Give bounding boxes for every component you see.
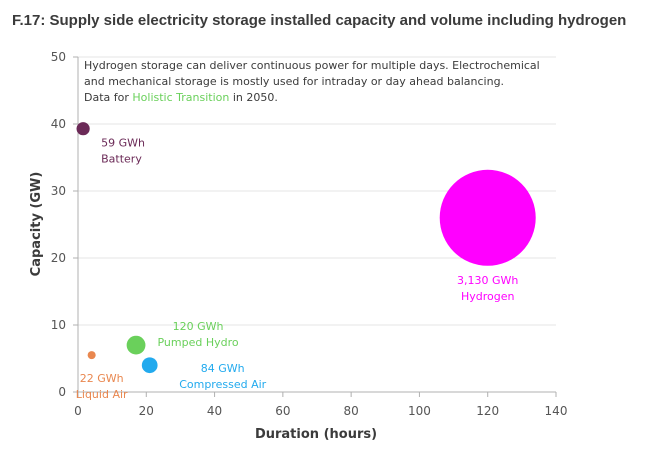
data-label-name-battery: Battery — [101, 153, 142, 166]
x-tick-label-0: 0 — [74, 404, 82, 418]
data-label-name-liquid-air: Liquid Air — [76, 388, 128, 401]
y-axis-label: Capacity (GW) — [29, 172, 44, 277]
annotation-prefix: Data for — [84, 91, 132, 104]
chart-title: F.17: Supply side electricity storage in… — [12, 12, 627, 29]
y-tick-label-10: 10 — [51, 318, 66, 332]
data-label-volume-battery: 59 GWh — [101, 137, 145, 150]
y-tick-label-30: 30 — [51, 184, 66, 198]
y-axis-ticks: 0 10 20 30 40 50 — [51, 50, 78, 399]
data-label-volume-compressed-air: 84 GWh — [201, 362, 245, 375]
annotation-line-2: and mechanical storage is mostly used fo… — [84, 75, 504, 88]
x-tick-label-60: 60 — [275, 404, 290, 418]
bubbles — [76, 122, 536, 374]
x-tick-label-40: 40 — [207, 404, 222, 418]
x-tick-label-100: 100 — [408, 404, 431, 418]
data-label-name-hydrogen: Hydrogen — [461, 290, 515, 303]
bubble-battery[interactable] — [76, 122, 90, 136]
x-tick-label-20: 20 — [139, 404, 154, 418]
annotation-suffix: in 2050. — [229, 91, 278, 104]
x-axis-ticks: 0 20 40 60 80 100 120 140 — [74, 392, 567, 418]
bubble-compressed-air[interactable] — [141, 357, 158, 374]
data-label-volume-hydrogen: 3,130 GWh — [457, 274, 518, 287]
data-label-volume-liquid-air: 22 GWh — [80, 372, 124, 385]
x-axis-label: Duration (hours) — [255, 427, 377, 442]
y-tick-label-50: 50 — [51, 50, 66, 64]
bubble-liquid-air[interactable] — [87, 351, 96, 360]
x-tick-label-120: 120 — [476, 404, 499, 418]
bubble-pumped-hydro[interactable] — [126, 335, 146, 355]
annotation-scenario-link: Holistic Transition — [132, 91, 229, 104]
x-tick-label-140: 140 — [545, 404, 568, 418]
data-labels: 59 GWh Battery 3,130 GWh Hydrogen 120 GWh Pum… — [76, 137, 519, 401]
bubble-hydrogen[interactable] — [439, 169, 536, 266]
data-label-name-compressed-air: Compressed Air — [179, 378, 266, 391]
annotation-note: Hydrogen storage can deliver continuous … — [84, 59, 540, 104]
x-tick-label-80: 80 — [344, 404, 359, 418]
data-label-volume-pumped-hydro: 120 GWh — [173, 320, 224, 333]
y-tick-label-40: 40 — [51, 117, 66, 131]
annotation-line-3: Data for Holistic Transition in 2050. — [84, 91, 278, 104]
y-tick-label-0: 0 — [58, 385, 66, 399]
y-tick-label-20: 20 — [51, 251, 66, 265]
annotation-line-1: Hydrogen storage can deliver continuous … — [84, 59, 540, 72]
data-label-name-pumped-hydro: Pumped Hydro — [157, 336, 238, 349]
